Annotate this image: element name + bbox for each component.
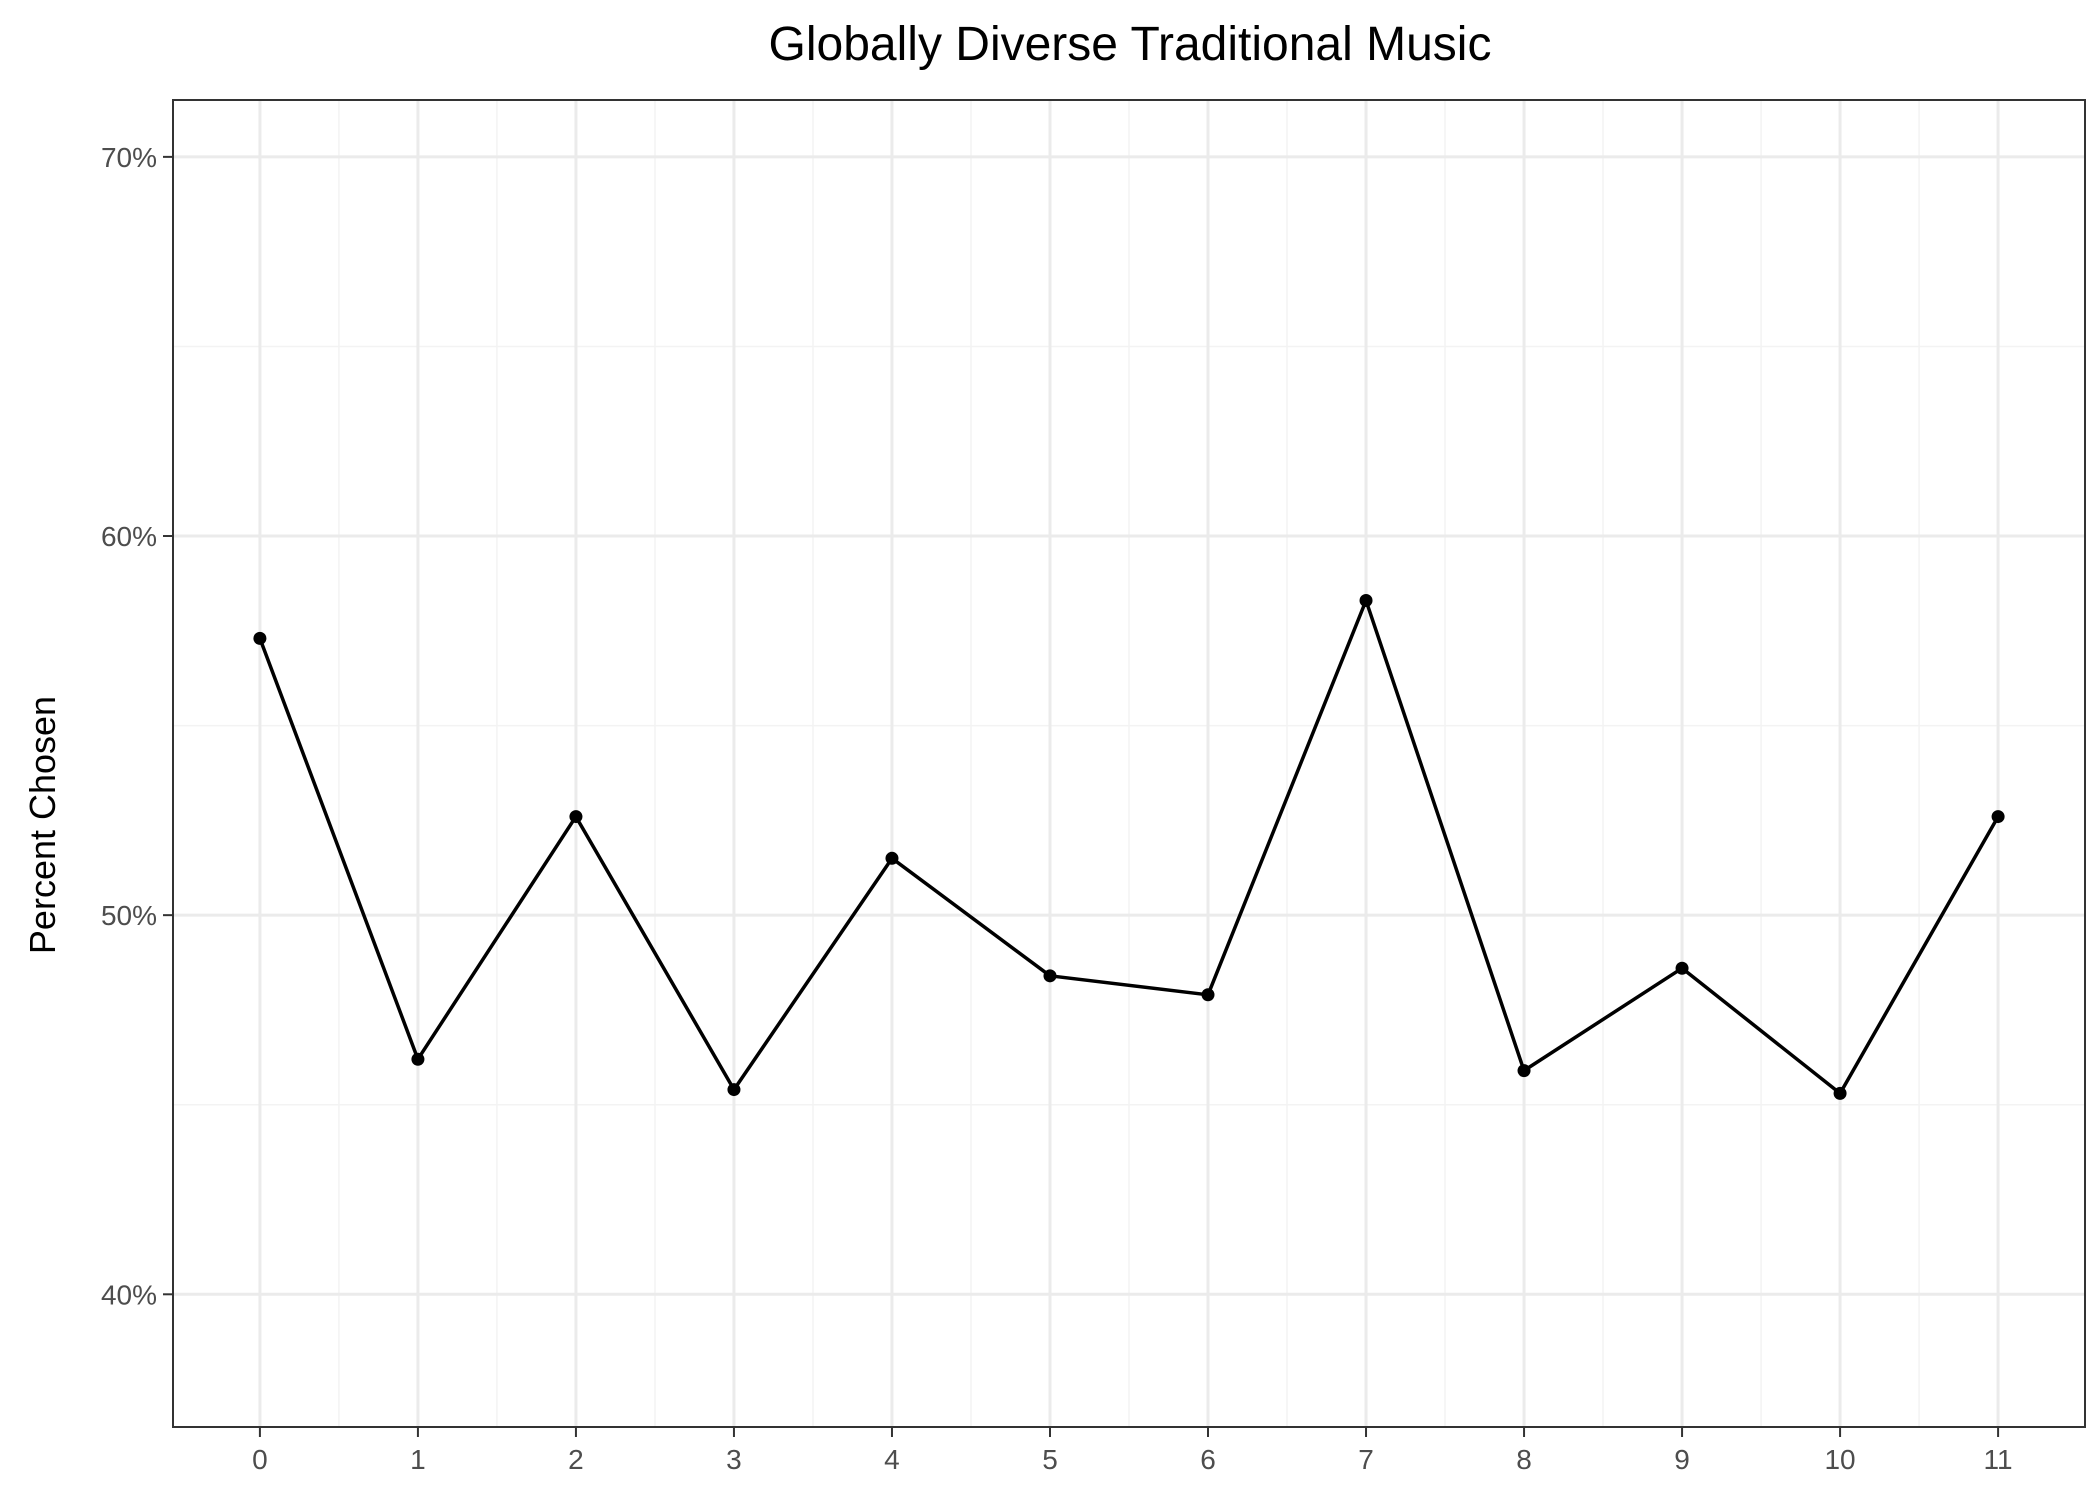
- y-tick-label: 60%: [101, 521, 157, 552]
- data-point: [569, 810, 583, 824]
- y-tick-label: 70%: [101, 142, 157, 173]
- data-point: [1359, 593, 1373, 607]
- x-tick-label: 10: [1824, 1444, 1855, 1475]
- data-point: [1201, 988, 1215, 1002]
- data-point: [1991, 810, 2005, 824]
- data-point: [1675, 961, 1689, 975]
- x-tick-label: 1: [410, 1444, 426, 1475]
- x-tick-label: 0: [252, 1444, 268, 1475]
- data-point: [253, 631, 267, 645]
- x-axis: 0 1 2 3 4 5 6 7 8 9 10 11: [252, 1427, 2013, 1475]
- data-point: [1043, 969, 1057, 983]
- data-point: [411, 1052, 425, 1066]
- y-axis: 40% 50% 60% 70%: [101, 142, 173, 1310]
- series-line: [258, 598, 2000, 1096]
- x-tick-label: 7: [1358, 1444, 1374, 1475]
- x-tick-label: 11: [1984, 1444, 2013, 1475]
- data-point: [885, 851, 899, 865]
- x-tick-label: 8: [1516, 1444, 1532, 1475]
- data-point: [1833, 1086, 1847, 1100]
- data-point: [1517, 1064, 1531, 1078]
- plot-panel: [172, 99, 2086, 1428]
- x-tick-label: 4: [884, 1444, 900, 1475]
- chart-title: Globally Diverse Traditional Music: [769, 18, 1492, 71]
- x-tick-label: 3: [726, 1444, 742, 1475]
- panel-border: [172, 99, 2086, 1428]
- x-tick-label: 9: [1674, 1444, 1690, 1475]
- data-point: [727, 1083, 741, 1097]
- y-tick-label: 50%: [101, 900, 157, 931]
- x-tick-label: 5: [1042, 1444, 1058, 1475]
- x-tick-label: 6: [1200, 1444, 1216, 1475]
- x-tick-label: 2: [568, 1444, 584, 1475]
- y-axis-title: Percent Chosen: [22, 696, 63, 954]
- y-tick-label: 40%: [101, 1279, 157, 1310]
